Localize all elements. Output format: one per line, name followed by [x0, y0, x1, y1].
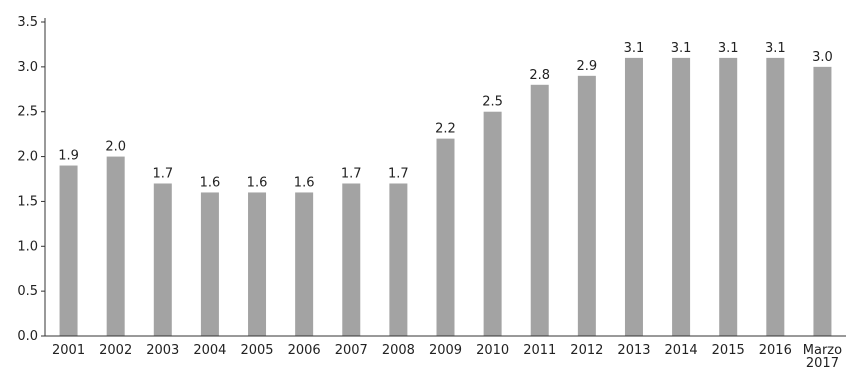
bar: [342, 183, 361, 336]
data-label: 2.2: [435, 122, 456, 137]
bar: [436, 138, 455, 336]
data-label: 2.8: [529, 68, 550, 83]
y-tick-label: 0.5: [17, 284, 38, 299]
x-axis: 2001 2002 2003 2004 2005 2006 2007 2008 2009 2010…: [45, 335, 846, 371]
y-tick-label: 0.0: [17, 329, 38, 344]
x-tick-label: 2009: [429, 343, 462, 358]
bar: [59, 165, 78, 336]
data-label: 2.0: [105, 140, 126, 155]
data-label: 1.7: [341, 166, 362, 181]
y-tick-label: 3.0: [17, 60, 38, 75]
x-tick-label: 2013: [617, 343, 650, 358]
x-tick-label-line: 2017: [806, 356, 839, 371]
x-tick-label: 2007: [335, 343, 368, 358]
x-tick-label: 2015: [712, 343, 745, 358]
bar: [530, 84, 549, 336]
x-tick-label: 2011: [523, 343, 556, 358]
bar: [577, 75, 596, 336]
data-label: 2.5: [482, 95, 503, 110]
bar: [719, 57, 738, 337]
y-tick-label: 1.5: [17, 194, 38, 209]
y-tick-label: 2.0: [17, 150, 38, 165]
data-label: 3.1: [671, 41, 692, 56]
data-label: 1.7: [152, 166, 173, 181]
y-tick-label: 3.5: [17, 15, 38, 30]
y-axis: 0.0 0.5 1.0 1.5 2.0 2.5 3.0 3.5: [17, 15, 46, 344]
bar: [483, 111, 502, 336]
data-label: 3.1: [624, 41, 645, 56]
bar: [389, 183, 408, 336]
data-label: 3.1: [765, 41, 786, 56]
x-tick-label: 2012: [570, 343, 603, 358]
x-tick-label: 2005: [240, 343, 273, 358]
y-tick-label: 1.0: [17, 239, 38, 254]
x-tick-label: 2001: [52, 343, 85, 358]
x-tick-label: 2003: [146, 343, 179, 358]
data-label: 1.6: [247, 175, 268, 190]
x-tick-label: 2004: [193, 343, 226, 358]
data-label: 3.0: [812, 50, 833, 65]
bar: [106, 156, 125, 336]
x-tick-label: 2006: [288, 343, 321, 358]
data-label: 3.1: [718, 41, 739, 56]
bar: [624, 57, 643, 337]
x-tick-label-line: Marzo: [803, 343, 842, 358]
bar: [672, 57, 691, 337]
data-label: 2.9: [577, 59, 598, 74]
x-tick-label: 2016: [759, 343, 792, 358]
bar: [766, 57, 785, 337]
x-tick-label: 2008: [382, 343, 415, 358]
x-tick-label: 2002: [99, 343, 132, 358]
data-labels-group: 1.9 2.0 1.7 1.6 1.6 1.6 1.7 1.7 2.2 2.5 2.8 2.9 3.1 3…: [58, 41, 833, 191]
data-label: 1.6: [200, 175, 221, 190]
bar: [153, 183, 172, 336]
bars-group: [59, 57, 832, 337]
data-label: 1.9: [58, 149, 79, 164]
bar: [813, 66, 832, 336]
x-tick-label: Marzo 2017: [803, 343, 842, 371]
bar: [295, 192, 314, 336]
x-tick-label: 2014: [665, 343, 698, 358]
bar: [200, 192, 219, 336]
data-label: 1.6: [294, 175, 315, 190]
y-tick-label: 2.5: [17, 105, 38, 120]
data-label: 1.7: [388, 166, 409, 181]
x-tick-label: 2010: [476, 343, 509, 358]
bar: [248, 192, 267, 336]
